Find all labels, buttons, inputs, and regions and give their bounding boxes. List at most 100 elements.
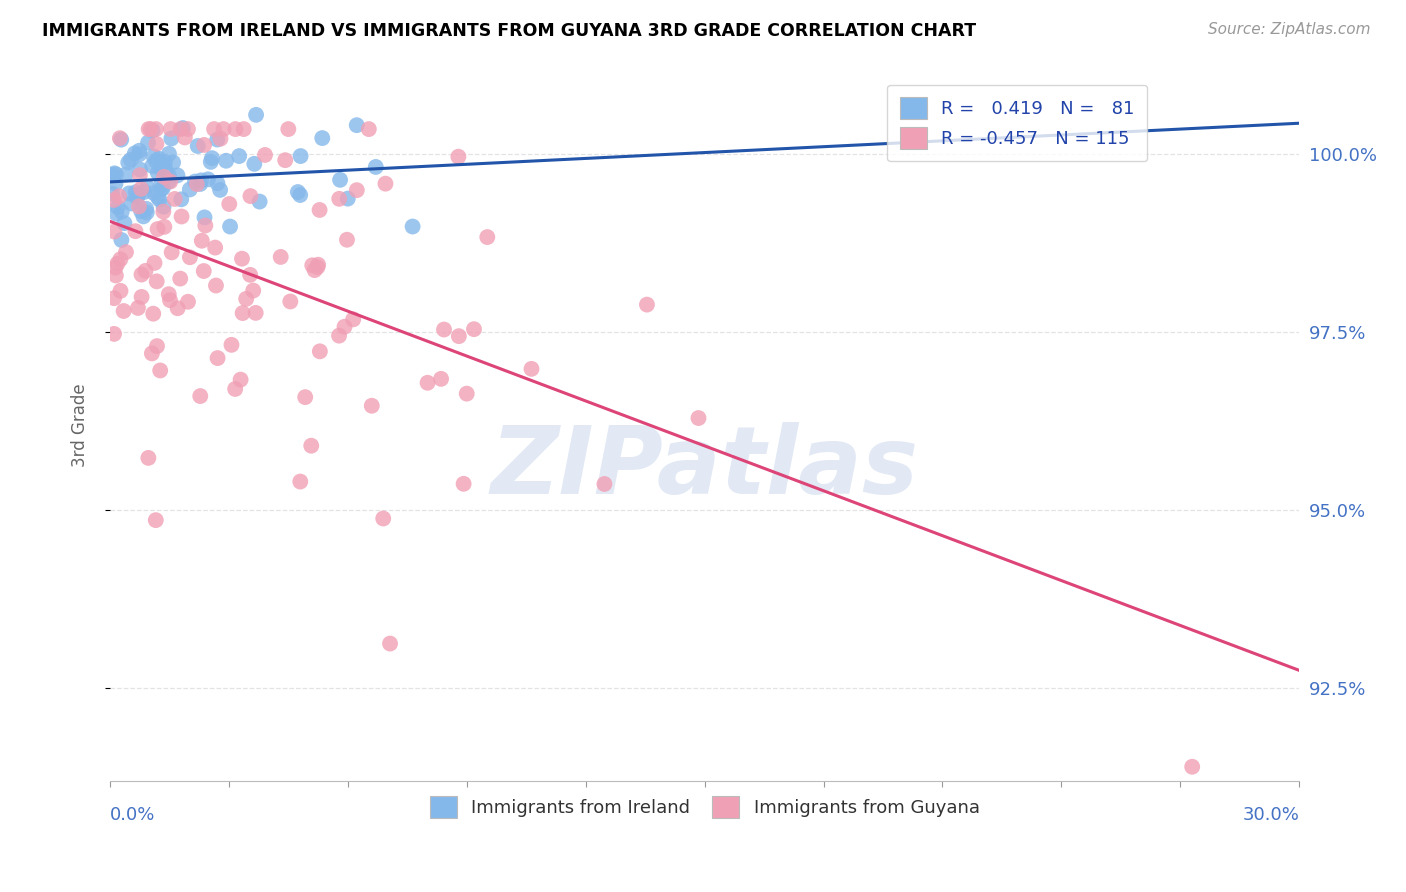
Point xyxy=(149,363,172,377)
Point xyxy=(138,122,160,136)
Point xyxy=(149,161,172,175)
Point xyxy=(290,188,312,202)
Point xyxy=(159,293,181,308)
Point xyxy=(364,160,387,174)
Point xyxy=(101,168,124,182)
Point xyxy=(105,206,128,220)
Point xyxy=(224,382,246,396)
Point xyxy=(360,399,382,413)
Point xyxy=(170,210,193,224)
Point xyxy=(139,122,162,136)
Point xyxy=(239,189,262,203)
Point xyxy=(170,192,193,206)
Point xyxy=(136,180,159,194)
Point xyxy=(209,183,232,197)
Point xyxy=(124,146,146,161)
Point xyxy=(115,245,138,260)
Point xyxy=(111,204,134,219)
Point xyxy=(231,252,253,266)
Point xyxy=(105,257,128,271)
Point xyxy=(193,137,215,152)
Point xyxy=(329,173,352,187)
Point xyxy=(333,319,356,334)
Point xyxy=(118,186,141,201)
Point xyxy=(117,155,139,169)
Point xyxy=(127,187,149,202)
Point xyxy=(172,121,194,136)
Point xyxy=(194,219,217,233)
Point xyxy=(688,411,710,425)
Point xyxy=(153,155,176,169)
Point xyxy=(112,216,135,230)
Point xyxy=(245,108,267,122)
Point xyxy=(159,174,181,188)
Point xyxy=(146,339,169,353)
Point xyxy=(463,322,485,336)
Point xyxy=(125,190,148,204)
Point xyxy=(221,338,243,352)
Point xyxy=(149,178,172,193)
Point xyxy=(307,258,329,272)
Point xyxy=(152,204,174,219)
Point xyxy=(160,245,183,260)
Point xyxy=(138,450,160,465)
Point xyxy=(191,234,214,248)
Point xyxy=(104,260,127,275)
Point xyxy=(179,250,201,264)
Point xyxy=(110,284,132,298)
Point xyxy=(184,175,207,189)
Point xyxy=(193,211,215,225)
Point xyxy=(453,476,475,491)
Point xyxy=(202,122,225,136)
Point xyxy=(447,150,470,164)
Point xyxy=(188,177,211,191)
Point xyxy=(142,149,165,163)
Point xyxy=(207,176,229,190)
Y-axis label: 3rd Grade: 3rd Grade xyxy=(72,383,89,467)
Point xyxy=(328,328,350,343)
Point xyxy=(177,294,200,309)
Point xyxy=(141,346,163,360)
Point xyxy=(108,189,131,203)
Point xyxy=(157,174,180,188)
Point xyxy=(136,136,159,150)
Point xyxy=(127,301,149,315)
Point xyxy=(430,372,453,386)
Text: 30.0%: 30.0% xyxy=(1243,806,1299,824)
Point xyxy=(301,258,323,272)
Point xyxy=(373,511,395,525)
Point xyxy=(145,274,167,288)
Point xyxy=(103,225,125,239)
Point xyxy=(128,144,150,158)
Point xyxy=(187,139,209,153)
Text: ZIPatlas: ZIPatlas xyxy=(491,422,918,514)
Point xyxy=(346,183,368,197)
Point xyxy=(311,131,333,145)
Point xyxy=(104,177,127,191)
Point xyxy=(374,177,396,191)
Point xyxy=(308,344,330,359)
Point xyxy=(336,192,359,206)
Point xyxy=(148,152,170,166)
Point xyxy=(103,193,125,207)
Point xyxy=(456,386,478,401)
Point xyxy=(103,326,125,341)
Point xyxy=(245,306,267,320)
Point xyxy=(103,166,125,180)
Point xyxy=(477,230,499,244)
Point xyxy=(134,264,156,278)
Point xyxy=(128,147,150,161)
Point xyxy=(242,284,264,298)
Point xyxy=(153,169,176,184)
Point xyxy=(593,477,616,491)
Point xyxy=(153,161,176,176)
Point xyxy=(107,200,129,214)
Point xyxy=(166,169,188,183)
Point xyxy=(129,162,152,177)
Point xyxy=(270,250,292,264)
Point xyxy=(146,190,169,204)
Point xyxy=(346,118,368,132)
Point xyxy=(169,271,191,285)
Point xyxy=(299,439,322,453)
Point xyxy=(129,182,152,196)
